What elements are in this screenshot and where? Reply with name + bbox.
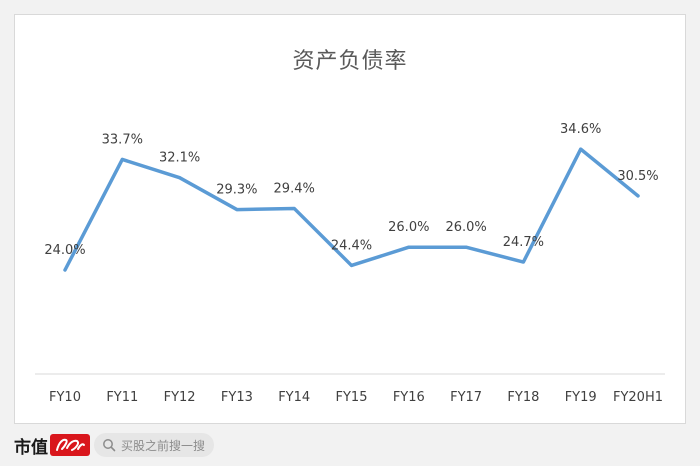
data-label: 24.4% xyxy=(331,238,372,253)
data-point xyxy=(350,263,353,267)
data-point xyxy=(521,260,525,264)
data-label: 30.5% xyxy=(617,169,658,184)
data-point xyxy=(235,208,239,212)
data-point xyxy=(178,176,182,180)
data-label: 24.7% xyxy=(503,235,544,250)
data-label: 26.0% xyxy=(445,220,486,235)
chart-title: 资产负债率 xyxy=(292,49,408,74)
chart-card: 资产负债率 24.0% 33.7% 32.1% 29.3% 29.4% 24.4% 26.0… xyxy=(14,14,686,424)
line-chart: 24.0% 33.7% 32.1% 29.3% 29.4% 24.4% 26.0% 26.0%… xyxy=(35,122,665,405)
search-icon xyxy=(103,439,116,452)
search-placeholder: 买股之前搜一搜 xyxy=(121,438,206,453)
logo-brush-mark xyxy=(50,434,90,456)
x-tick-label: FY10 xyxy=(49,390,81,405)
data-point xyxy=(579,147,583,151)
data-label: 26.0% xyxy=(388,220,429,235)
data-point xyxy=(292,206,296,210)
logo[interactable]: 市值 xyxy=(14,432,90,458)
data-label: 24.0% xyxy=(44,243,85,258)
x-tick-label: FY14 xyxy=(278,390,310,405)
data-label: 29.3% xyxy=(216,183,257,198)
footer-bar: 市值 买股之前搜一搜 xyxy=(0,424,700,466)
data-point xyxy=(464,245,468,249)
data-label: 34.6% xyxy=(560,122,601,137)
x-tick-label: FY16 xyxy=(393,390,425,405)
logo-text: 市值 xyxy=(14,437,48,458)
x-tick-label: FY11 xyxy=(106,390,138,405)
x-tick-label: FY18 xyxy=(507,390,539,405)
data-label: 33.7% xyxy=(102,132,143,147)
data-point xyxy=(63,268,67,272)
x-tick-label: FY12 xyxy=(164,390,196,405)
x-tick-label: FY19 xyxy=(565,390,597,405)
x-tick-label: FY17 xyxy=(450,390,482,405)
data-point xyxy=(120,157,124,161)
x-tick-label: FY15 xyxy=(336,390,368,405)
x-tick-label: FY20H1 xyxy=(613,390,663,405)
data-label: 29.4% xyxy=(274,181,315,196)
search-input[interactable]: 买股之前搜一搜 xyxy=(94,433,214,457)
x-tick-label: FY13 xyxy=(221,390,253,405)
data-label: 32.1% xyxy=(159,151,200,166)
data-point xyxy=(636,194,640,198)
data-point xyxy=(407,245,411,249)
